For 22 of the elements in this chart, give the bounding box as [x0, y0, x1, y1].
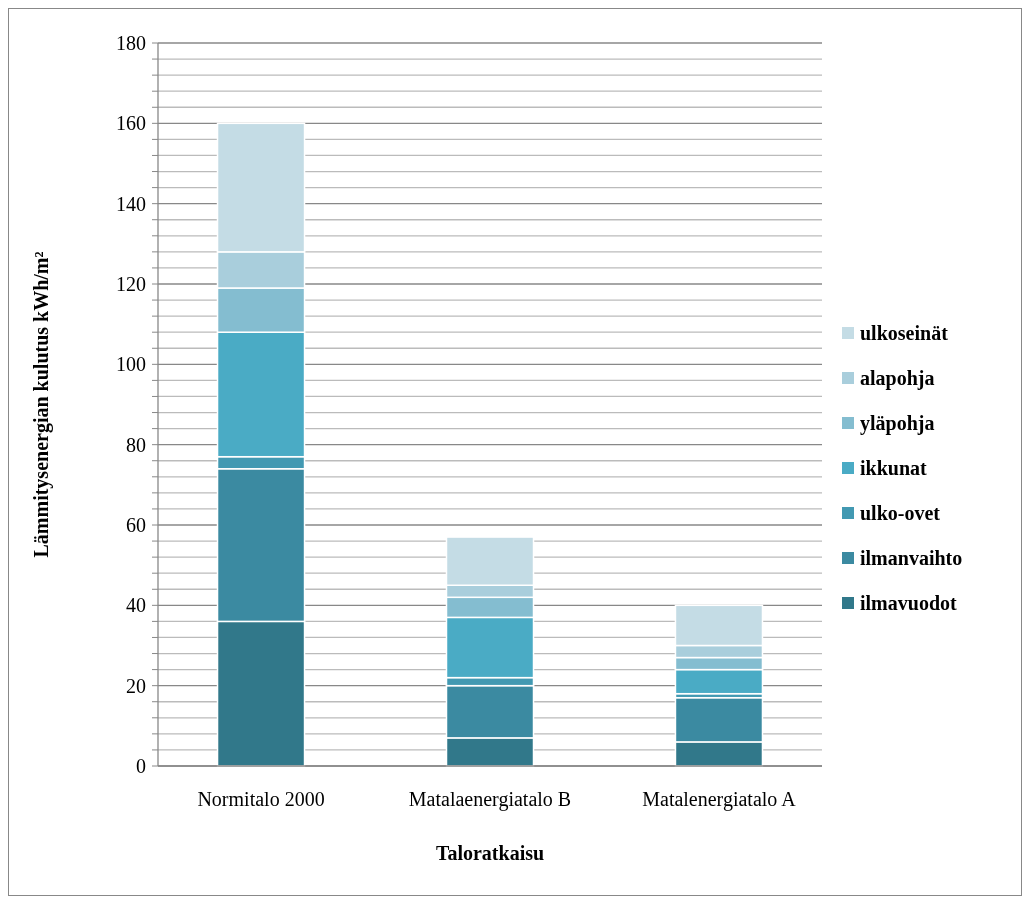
y-tick-label: 140 — [116, 192, 146, 215]
y-tick-label: 80 — [126, 433, 146, 456]
y-tick-label: 0 — [136, 755, 146, 777]
y-tick-label: 120 — [116, 273, 146, 295]
y-tick-label: 100 — [116, 353, 146, 376]
legend-label: yläpohja — [860, 412, 935, 435]
y-tick-label: 60 — [126, 514, 146, 536]
legend-label: ilmavuodot — [860, 592, 958, 614]
legend-label: ulko-ovet — [860, 502, 941, 524]
legend-label: ulkoseinät — [860, 322, 949, 344]
y-tick-label: 40 — [126, 594, 146, 617]
x-axis-title: Taloratkaisu — [435, 842, 545, 864]
x-tick-label: Matalenergiatalo A — [642, 788, 797, 811]
legend-label: ikkunat — [860, 457, 928, 479]
y-axis-title: Lämmitysenergian kulutus kWh/m² — [30, 251, 53, 558]
legend-label: ilmanvaihto — [860, 547, 963, 569]
x-tick-label: Normitalo 2000 — [197, 788, 325, 810]
y-tick-label: 180 — [116, 32, 146, 54]
y-tick-label: 160 — [116, 112, 146, 135]
y-tick-label: 20 — [126, 674, 146, 697]
x-tick-label: Matalaenergiatalo B — [408, 788, 572, 811]
legend-label: alapohja — [860, 367, 935, 390]
